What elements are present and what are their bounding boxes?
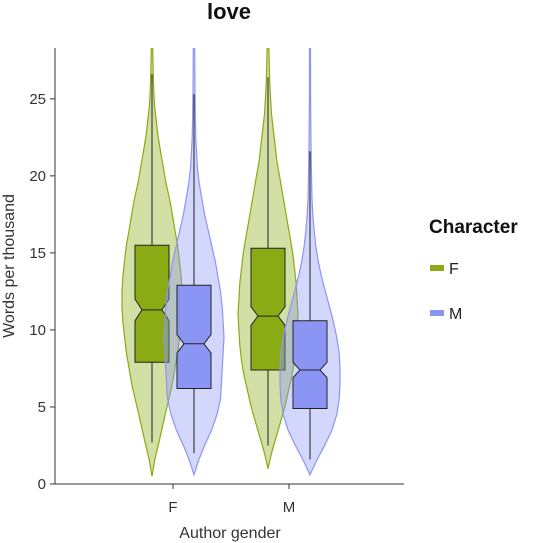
y-tick-label-25: 25 <box>29 91 46 108</box>
axes: 0 5 10 15 20 25 F M <box>29 48 404 516</box>
box-series-f-cat-m <box>250 247 286 371</box>
y-tick-label-0: 0 <box>38 476 46 493</box>
box-series-m-cat-m <box>292 320 328 410</box>
y-axis-title: Words per thousand <box>1 194 18 338</box>
legend: Character F M <box>429 217 518 323</box>
y-tick-label-10: 10 <box>29 322 46 339</box>
x-tick-label-m: M <box>283 499 296 516</box>
legend-label-m: M <box>449 306 462 323</box>
y-tick-label-20: 20 <box>29 168 46 185</box>
plot-area <box>121 48 341 477</box>
y-tick-label-15: 15 <box>29 245 46 262</box>
y-tick-label-5: 5 <box>38 399 46 416</box>
legend-label-f: F <box>449 261 459 278</box>
legend-title: Character <box>429 217 518 238</box>
chart-title: love <box>207 0 251 24</box>
x-tick-label-f: F <box>168 499 177 516</box>
x-axis-title: Author gender <box>179 525 281 542</box>
box-series-m-cat-f <box>176 284 212 389</box>
legend-swatch-f <box>430 265 444 271</box>
legend-swatch-m <box>430 310 444 316</box>
